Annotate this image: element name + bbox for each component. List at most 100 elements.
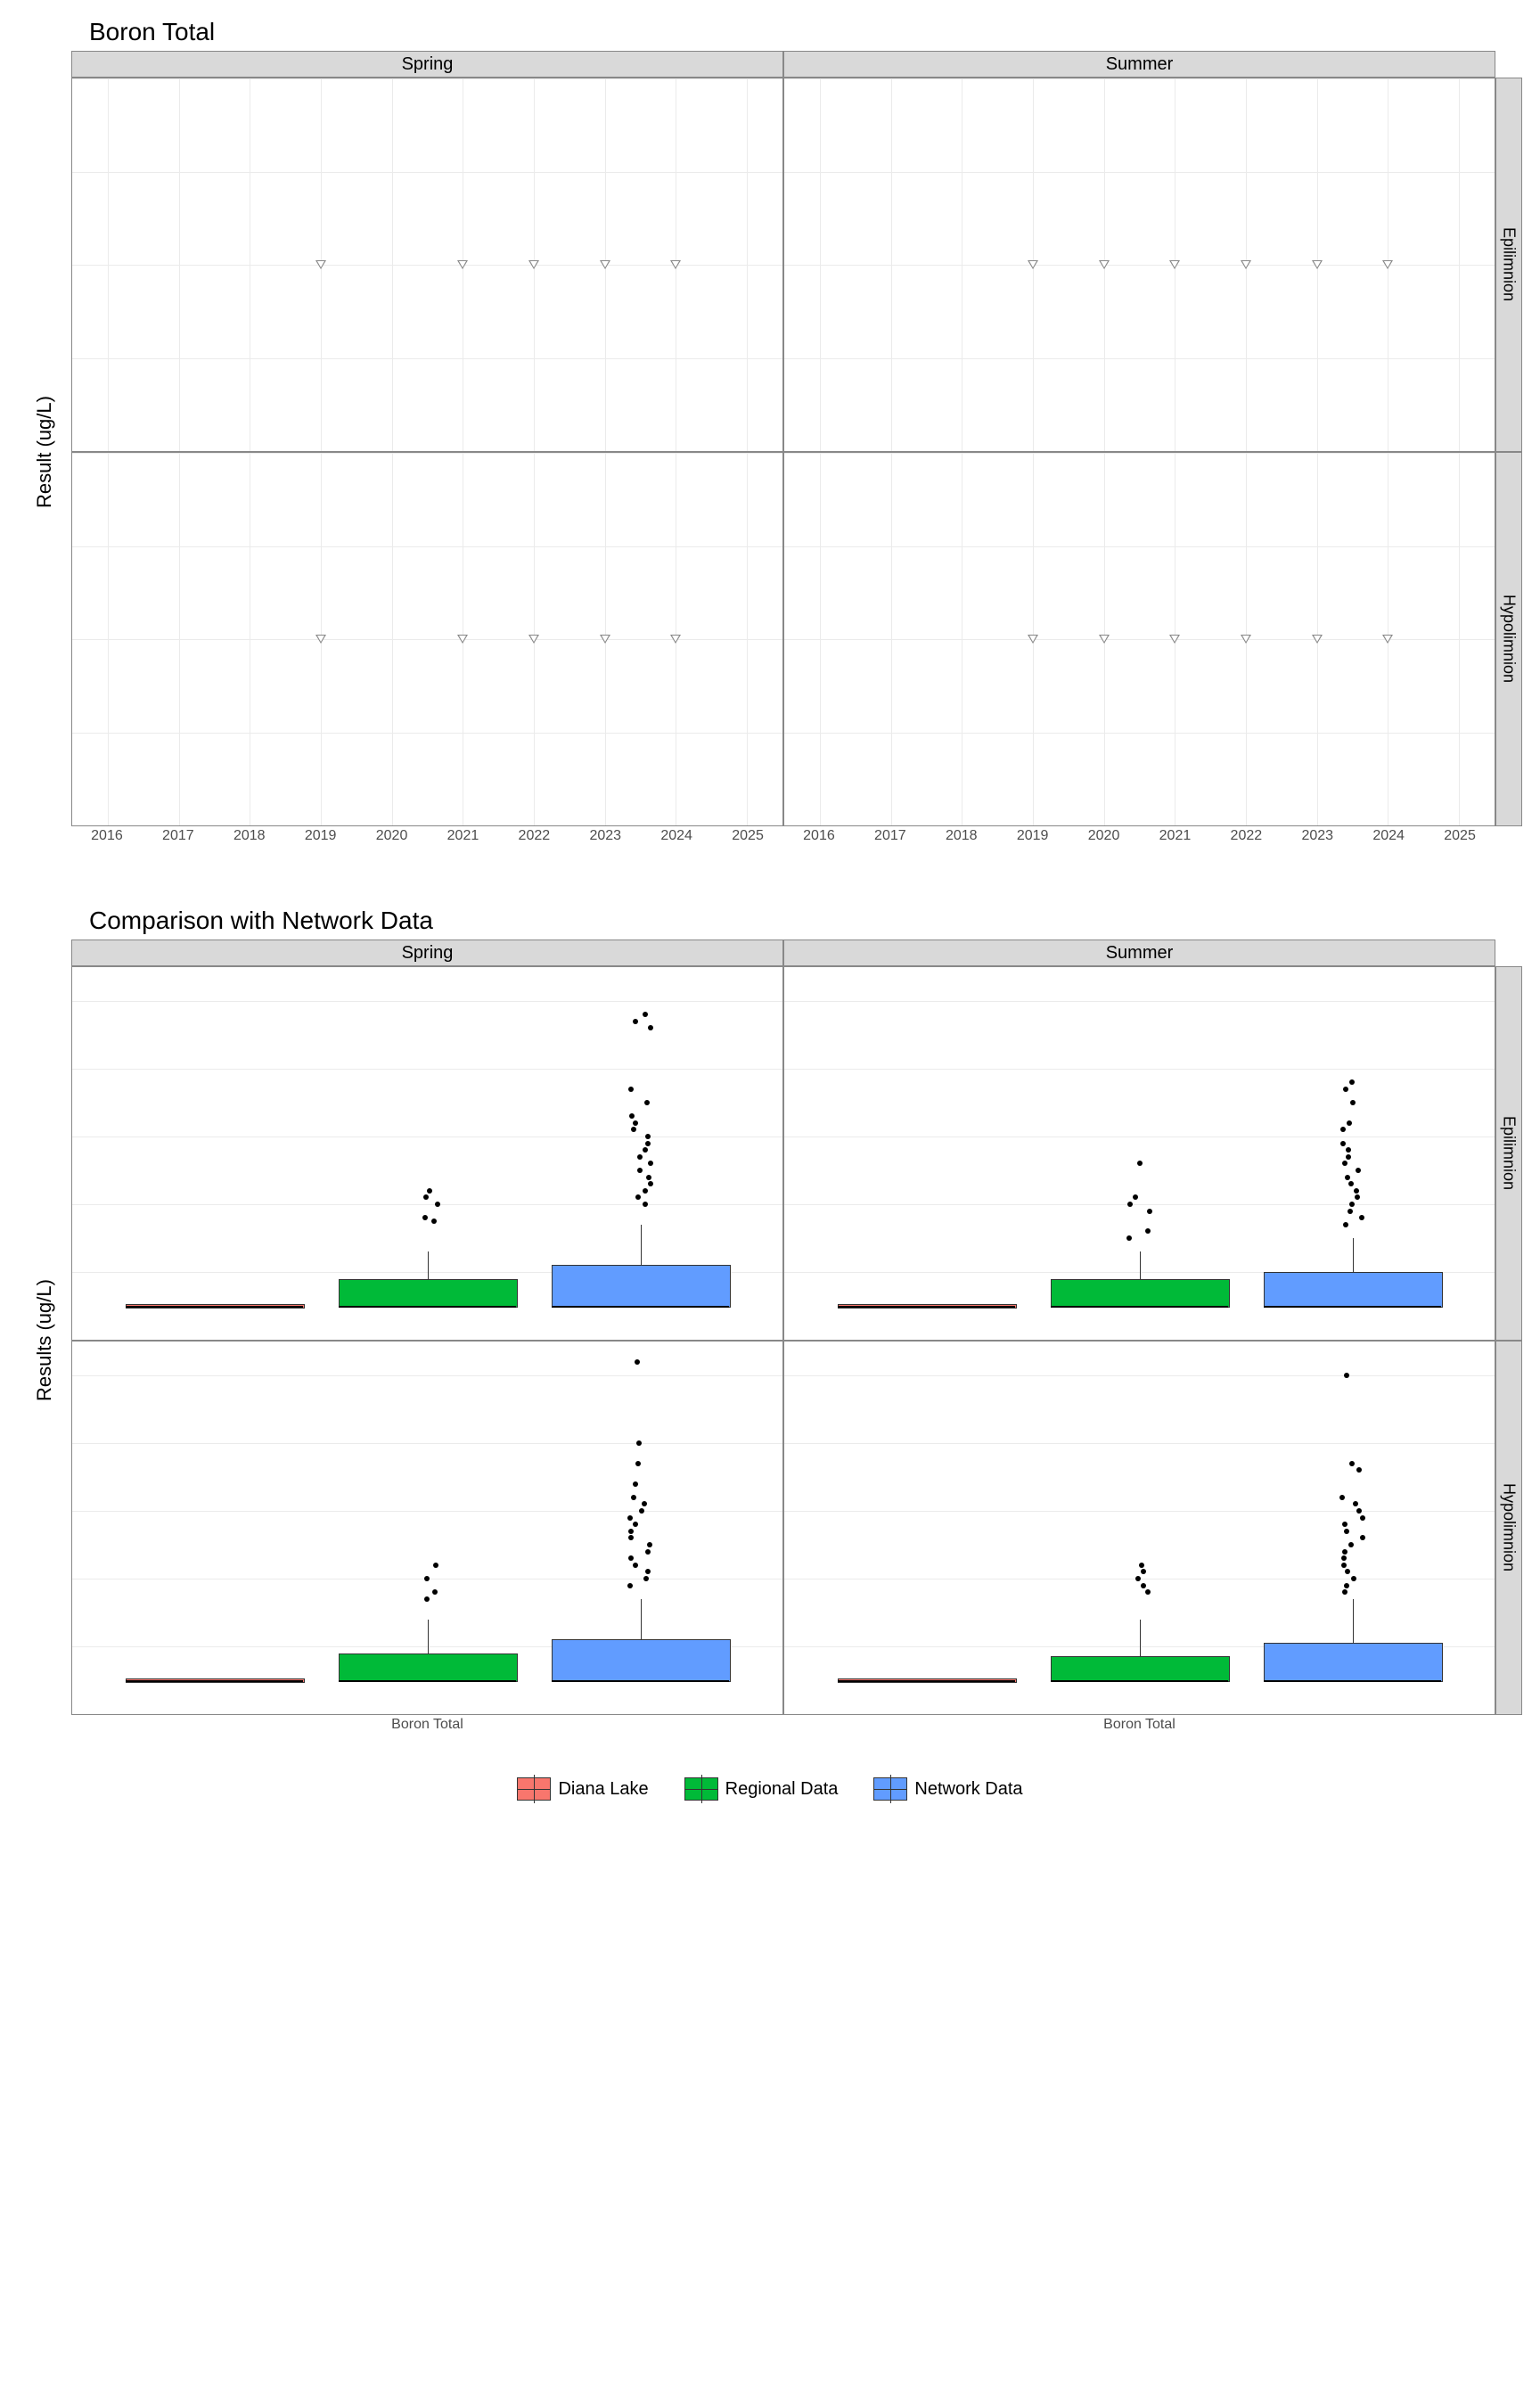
data-point [670, 260, 681, 269]
outlier [1355, 1194, 1360, 1200]
outlier [1349, 1202, 1355, 1207]
chart2-col-summer: Summer [783, 940, 1495, 966]
outlier [628, 1535, 634, 1540]
data-point [1099, 635, 1110, 644]
data-point [457, 635, 468, 644]
legend-swatch [684, 1777, 718, 1801]
x-tick-label: 2016 [803, 828, 835, 844]
chart1-panel-spring-epi: 4.9504.9755.0005.0255.050 [71, 78, 783, 452]
chart2-xaxis-spring: Boron Total [71, 1715, 783, 1742]
outlier [1349, 1079, 1355, 1085]
data-point [600, 260, 610, 269]
data-point [1169, 635, 1180, 644]
chart2-panel-spring-hypo: 1020304050 [71, 1341, 783, 1715]
outlier [431, 1219, 437, 1224]
data-point [315, 260, 326, 269]
x-tick-label: 2019 [305, 828, 337, 844]
outlier [643, 1202, 648, 1207]
data-point [1312, 635, 1323, 644]
chart2-ylabel: Results (ug/L) [18, 966, 71, 1715]
outlier [435, 1202, 440, 1207]
boxplot-regional [1051, 1656, 1230, 1682]
outlier [627, 1583, 633, 1588]
outlier [648, 1181, 653, 1186]
legend-swatch [517, 1777, 551, 1801]
outlier [643, 1188, 648, 1194]
data-point [528, 260, 539, 269]
outlier [637, 1168, 643, 1173]
outlier [1347, 1120, 1352, 1126]
data-point [1028, 260, 1038, 269]
outlier [635, 1194, 641, 1200]
outlier [643, 1012, 648, 1017]
x-tick-label: Boron Total [1103, 1717, 1175, 1733]
data-point [1241, 635, 1251, 644]
x-tick-label: 2020 [1088, 828, 1120, 844]
chart1-row-hypo: Hypolimnion [1495, 452, 1522, 826]
outlier [1356, 1467, 1362, 1473]
data-point [457, 260, 468, 269]
boxplot-regional [1051, 1279, 1230, 1308]
boxplot-network [552, 1639, 731, 1682]
x-tick-label: 2023 [589, 828, 621, 844]
x-tick-label: 2020 [376, 828, 408, 844]
x-tick-label: 2016 [91, 828, 123, 844]
chart1-title: Boron Total [89, 18, 1522, 46]
x-tick-label: 2021 [1159, 828, 1192, 844]
data-point [1382, 635, 1393, 644]
outlier [645, 1141, 651, 1146]
outlier [1340, 1127, 1346, 1132]
boxplot-regional [339, 1279, 518, 1308]
outlier [1350, 1100, 1356, 1105]
outlier [646, 1175, 651, 1180]
outlier [1356, 1508, 1362, 1514]
outlier [1346, 1154, 1351, 1160]
data-point [315, 635, 326, 644]
outlier [1145, 1589, 1151, 1595]
outlier [1344, 1373, 1349, 1378]
boxplot-network [1264, 1643, 1443, 1682]
chart1-panel-spring-hypo: 4.9504.9755.0005.0255.050 [71, 452, 783, 826]
outlier [631, 1127, 636, 1132]
x-tick-label: 2022 [519, 828, 551, 844]
outlier [643, 1147, 648, 1153]
outlier [1345, 1175, 1350, 1180]
legend-item: Diana Lake [517, 1777, 648, 1801]
outlier [1339, 1495, 1345, 1500]
outlier [1139, 1563, 1144, 1568]
page-container: Boron Total Spring Summer Result (ug/L) … [18, 18, 1522, 1801]
chart2-xaxis-summer: Boron Total [783, 1715, 1495, 1742]
data-point [1382, 260, 1393, 269]
data-point [670, 635, 681, 644]
outlier [1342, 1589, 1348, 1595]
boxplot-network [552, 1265, 731, 1308]
outlier [645, 1569, 651, 1574]
outlier [1342, 1549, 1348, 1555]
legend-item: Regional Data [684, 1777, 839, 1801]
outlier [1353, 1501, 1358, 1506]
outlier [1349, 1461, 1355, 1466]
data-point [1028, 635, 1038, 644]
outlier [647, 1542, 652, 1547]
outlier [1141, 1583, 1146, 1588]
x-tick-label: 2018 [946, 828, 978, 844]
outlier [628, 1529, 634, 1534]
outlier [424, 1576, 430, 1581]
boxplot-network [1264, 1272, 1443, 1308]
outlier [1340, 1141, 1346, 1146]
x-tick-label: 2018 [233, 828, 266, 844]
legend: Diana LakeRegional DataNetwork Data [18, 1777, 1522, 1801]
chart1-xaxis-spring: 2016201720182019202020212022202320242025 [71, 826, 783, 853]
outlier [1147, 1209, 1152, 1214]
data-point [1241, 260, 1251, 269]
chart2-panel-summer-hypo [783, 1341, 1495, 1715]
outlier [1344, 1583, 1349, 1588]
outlier [644, 1100, 650, 1105]
chart2-grid: Spring Summer Results (ug/L) 1020304050 … [18, 940, 1522, 1742]
boxplot-regional [339, 1653, 518, 1682]
outlier [633, 1522, 638, 1527]
data-point [600, 635, 610, 644]
outlier [635, 1359, 640, 1365]
outlier [1141, 1569, 1146, 1574]
outlier [1348, 1181, 1354, 1186]
